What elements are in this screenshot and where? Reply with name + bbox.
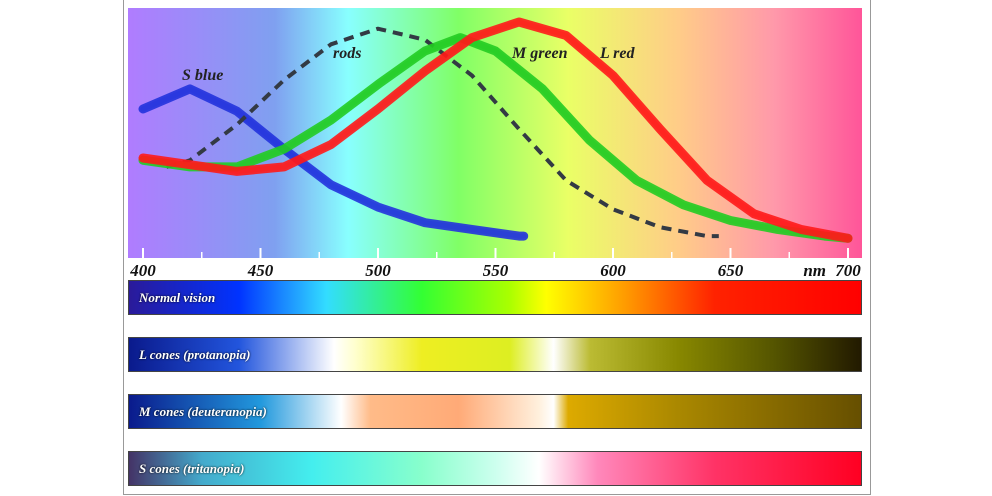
band-label: M cones (deuteranopia) (139, 404, 267, 419)
frame (123, 0, 871, 495)
curve (140, 19, 851, 241)
x-tick-label: 400 (129, 261, 156, 280)
chart: 400 450 500 550 600 650 700 nm S blue rods M green… (128, 8, 862, 280)
curve (165, 26, 719, 239)
color-band: L cones (protanopia) (128, 337, 862, 372)
color-band: Normal vision (128, 280, 862, 315)
band-label: S cones (tritanopia) (139, 461, 245, 476)
color-band: M cones (deuteranopia) (128, 394, 862, 429)
color-band: S cones (tritanopia) (128, 451, 862, 486)
curve-label: L red (599, 45, 636, 62)
curve (140, 86, 527, 239)
curve-outline (138, 84, 529, 241)
x-tick-label: 700 (835, 261, 861, 280)
curve-outline (138, 17, 853, 243)
curve-label: rods (333, 45, 361, 62)
curve (140, 35, 851, 241)
band-label: L cones (protanopia) (139, 347, 251, 362)
x-tick-label: 550 (483, 261, 509, 280)
curve-label: M green (511, 45, 568, 62)
band-label: Normal vision (139, 290, 216, 305)
x-tick-label: 650 (718, 261, 744, 280)
x-tick-label: 500 (365, 261, 391, 280)
x-unit-label: nm (803, 261, 826, 280)
curve-outline (138, 33, 853, 243)
x-tick-label: 600 (600, 261, 626, 280)
x-tick-label: 450 (247, 261, 274, 280)
curve-label: S blue (182, 67, 223, 84)
